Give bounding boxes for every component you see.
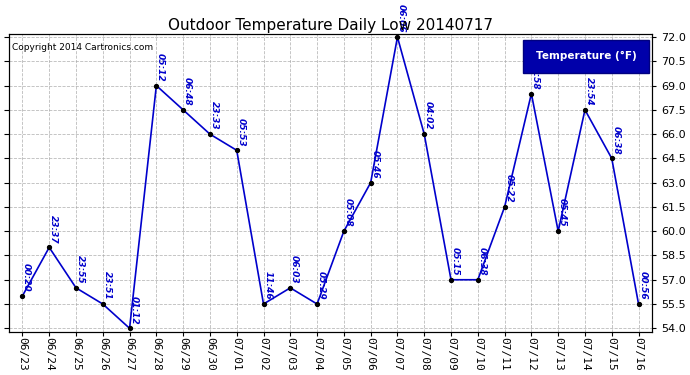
Text: 05:45: 05:45: [558, 198, 567, 227]
Text: 06:48: 06:48: [183, 77, 192, 106]
Text: Temperature (°F): Temperature (°F): [535, 51, 636, 61]
Text: 23:37: 23:37: [49, 214, 58, 243]
Text: 06:38: 06:38: [477, 247, 486, 276]
Text: 05:46: 05:46: [371, 150, 380, 178]
Text: 11:46: 11:46: [263, 271, 272, 300]
Text: 23:55: 23:55: [76, 255, 85, 284]
Text: Copyright 2014 Cartronics.com: Copyright 2014 Cartronics.com: [12, 43, 153, 52]
Text: 05:15: 05:15: [451, 247, 460, 276]
Text: 05:29: 05:29: [317, 271, 326, 300]
Text: 05:12: 05:12: [156, 53, 165, 81]
Text: 04:02: 04:02: [424, 101, 433, 130]
Text: 01:12: 01:12: [129, 296, 138, 324]
Text: 06:06: 06:06: [397, 4, 406, 33]
Text: 00:56: 00:56: [638, 271, 647, 300]
Text: 23:33: 23:33: [210, 101, 219, 130]
Text: 06:03: 06:03: [290, 255, 299, 284]
Text: 06:38: 06:38: [611, 126, 620, 154]
Text: 23:54: 23:54: [584, 77, 593, 106]
Title: Outdoor Temperature Daily Low 20140717: Outdoor Temperature Daily Low 20140717: [168, 18, 493, 33]
FancyBboxPatch shape: [523, 40, 649, 72]
Text: 23:58: 23:58: [531, 61, 540, 90]
Text: 05:08: 05:08: [344, 198, 353, 227]
Text: 05:22: 05:22: [504, 174, 513, 203]
Text: 23:51: 23:51: [102, 271, 112, 300]
Text: 00:20: 00:20: [22, 263, 31, 292]
Text: 05:53: 05:53: [237, 117, 246, 146]
